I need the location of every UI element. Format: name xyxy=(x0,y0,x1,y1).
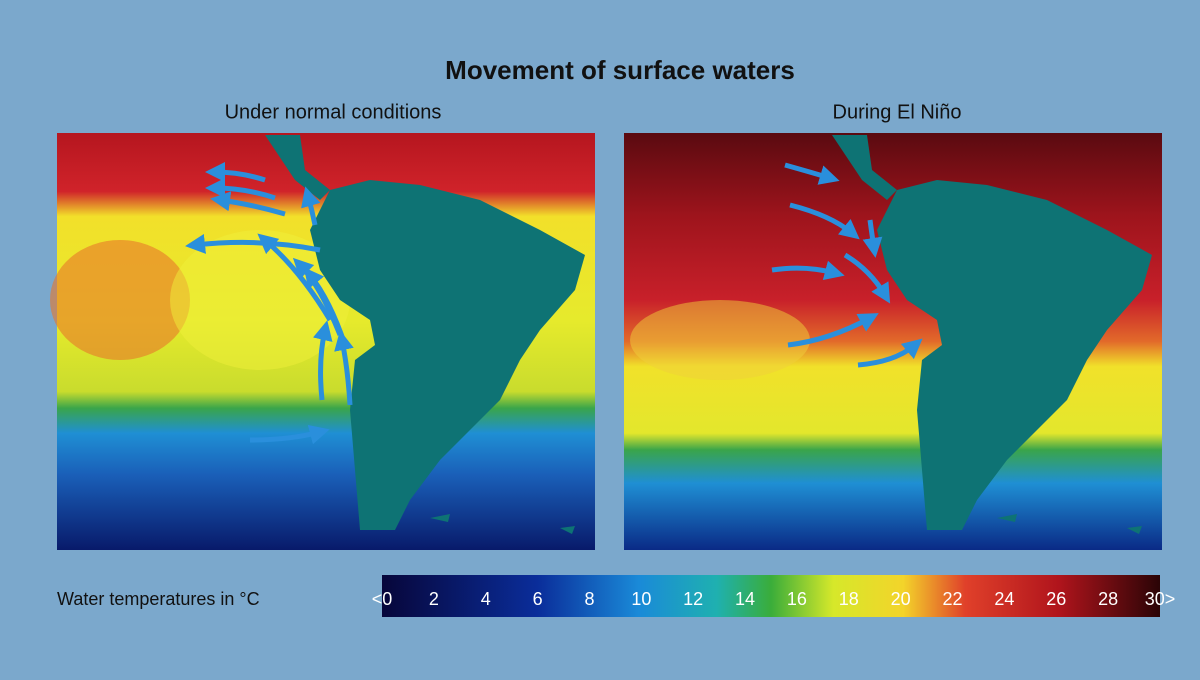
colorbar-tick-label: 20 xyxy=(891,589,911,609)
colorbar-tick-label: 8 xyxy=(584,589,594,609)
colorbar-tick-label: 24 xyxy=(994,589,1014,609)
map-normal xyxy=(50,133,595,550)
colorbar-tick-label: 22 xyxy=(943,589,963,609)
colorbar-tick-label: 18 xyxy=(839,589,859,609)
colorbar-tick-label: 26 xyxy=(1046,589,1066,609)
panel-title: Under normal conditions xyxy=(225,101,442,123)
colorbar-tick-label: 4 xyxy=(481,589,491,609)
colorbar-tick-label: 2 xyxy=(429,589,439,609)
colorbar-tick-label: 10 xyxy=(631,589,651,609)
colorbar-tick-label: 6 xyxy=(533,589,543,609)
panel-title: During El Niño xyxy=(833,101,962,123)
colorbar-ticks: <0 2 4 6 8 10 12 14 16 18 20 22 24 26 28 30> xyxy=(372,589,1176,609)
colorbar-tick-label: 12 xyxy=(683,589,703,609)
colorbar-tick-label: <0 xyxy=(372,589,393,609)
colorbar xyxy=(382,575,1160,617)
title: Movement of surface waters xyxy=(445,55,795,85)
legend-label: Water temperatures in °C xyxy=(57,589,260,609)
map-el-nino xyxy=(624,133,1162,550)
colorbar-tick-label: 16 xyxy=(787,589,807,609)
colorbar-tick-label: 14 xyxy=(735,589,755,609)
colorbar-tick-label: 30> xyxy=(1145,589,1176,609)
colorbar-tick-label: 28 xyxy=(1098,589,1118,609)
